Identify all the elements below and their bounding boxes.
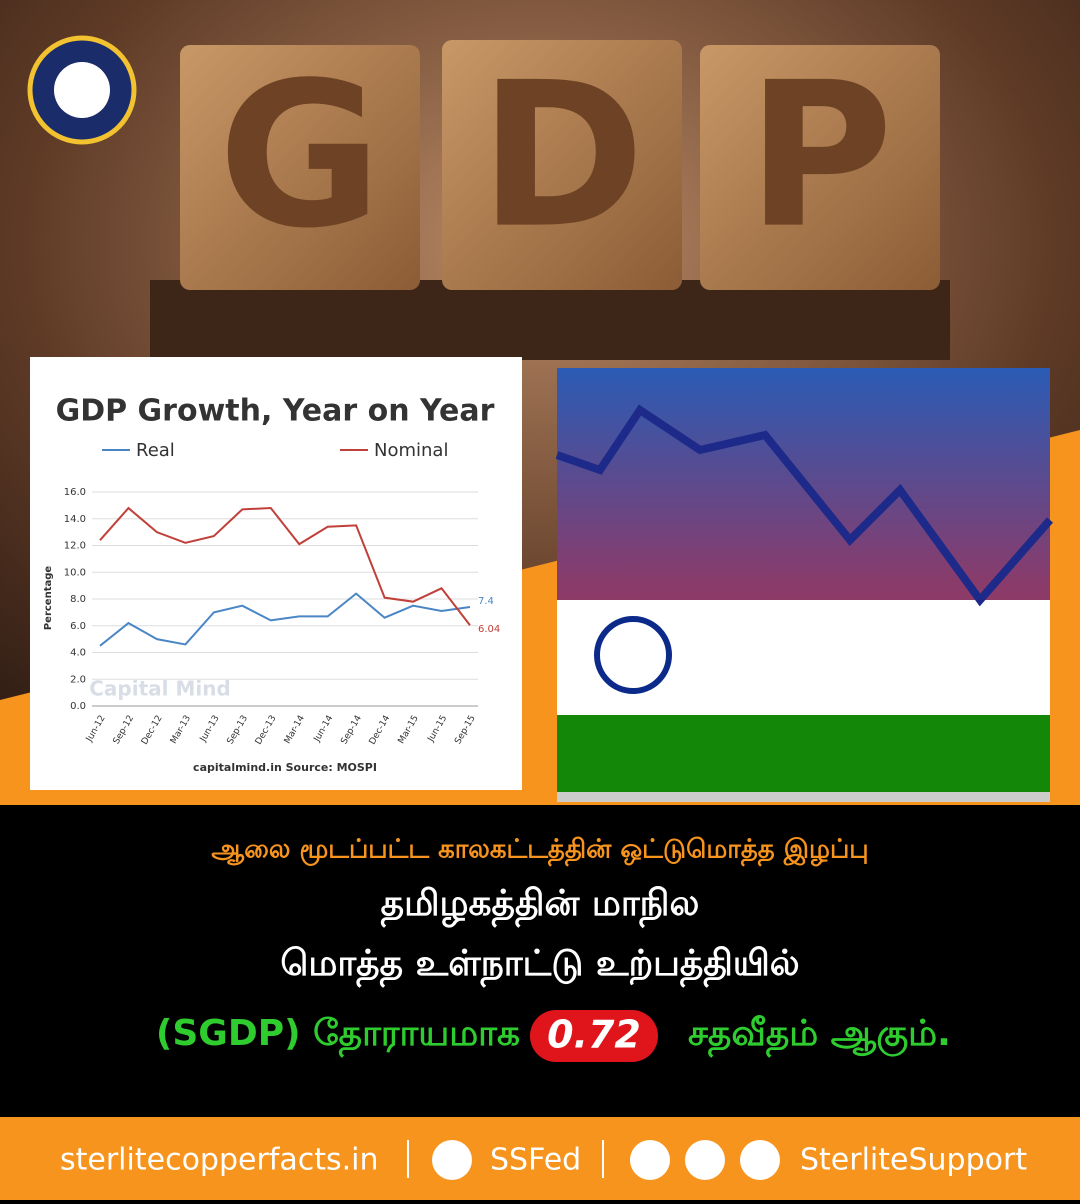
twitter-icon[interactable] xyxy=(630,1140,670,1180)
highlight-pill xyxy=(530,1010,658,1062)
block-letter: D xyxy=(479,40,645,273)
legend-label: Nominal xyxy=(374,440,448,461)
message-line: ஆலை மூடப்பட்ட காலகட்டத்தின் ஒட்டுமொத்த இ… xyxy=(211,835,868,867)
message-line: சதவீதம் ஆகும். xyxy=(688,1013,951,1058)
trend-line xyxy=(555,404,1054,607)
y-tick-label: 10.0 xyxy=(64,567,86,578)
highlight-value: 0.72 xyxy=(547,1013,641,1057)
instagram-icon[interactable] xyxy=(685,1140,725,1180)
end-label: 6.04 xyxy=(478,624,500,635)
end-label: 7.4 xyxy=(478,596,494,607)
source: capitalmind.in Source: MOSPI xyxy=(193,761,377,774)
block-letter: P xyxy=(747,40,894,273)
y-tick-label: 16.0 xyxy=(64,487,86,498)
website[interactable]: sterlitecopperfacts.in xyxy=(60,1143,379,1178)
facebook-handle[interactable]: SSFed xyxy=(490,1143,581,1178)
block-letter: G xyxy=(218,40,382,273)
y-tick-label: 12.0 xyxy=(64,541,86,552)
chart-title: GDP Growth, Year on Year xyxy=(56,394,495,429)
watermark: Capital Mind xyxy=(89,677,231,701)
message-line: தமிழகத்தின் மாநில xyxy=(381,883,700,928)
footer-bar xyxy=(0,1117,1080,1200)
series-line xyxy=(99,506,471,626)
legend-label: Real xyxy=(136,440,175,461)
chakra xyxy=(594,616,672,694)
message-line: மொத்த உள்நாட்டு உற்பத்தியில் xyxy=(280,943,799,988)
message-line: (SGDP) தோராயமாக xyxy=(156,1013,520,1058)
block xyxy=(442,40,682,290)
logo-center xyxy=(54,62,110,118)
message-band xyxy=(0,805,1080,1117)
market-floor xyxy=(557,792,1050,802)
social-handle[interactable]: SterliteSupport xyxy=(800,1143,1027,1178)
y-tick-label: 2.0 xyxy=(70,674,86,685)
y-tick-label: 0.0 xyxy=(70,701,86,712)
y-tick-label: 14.0 xyxy=(64,514,86,525)
facebook-icon[interactable] xyxy=(432,1140,472,1180)
flag-green xyxy=(557,715,1050,792)
y-tick-label: 8.0 xyxy=(70,594,86,605)
youtube-icon[interactable] xyxy=(740,1140,780,1180)
series-line xyxy=(99,592,471,647)
y-tick-label: 4.0 xyxy=(70,648,86,659)
market-image xyxy=(555,368,1054,802)
chart-panel xyxy=(30,357,522,790)
block xyxy=(180,45,420,290)
y-axis-label: Percentage xyxy=(43,566,54,631)
block-base xyxy=(150,280,950,360)
y-tick-label: 6.0 xyxy=(70,621,86,632)
block xyxy=(700,45,940,290)
